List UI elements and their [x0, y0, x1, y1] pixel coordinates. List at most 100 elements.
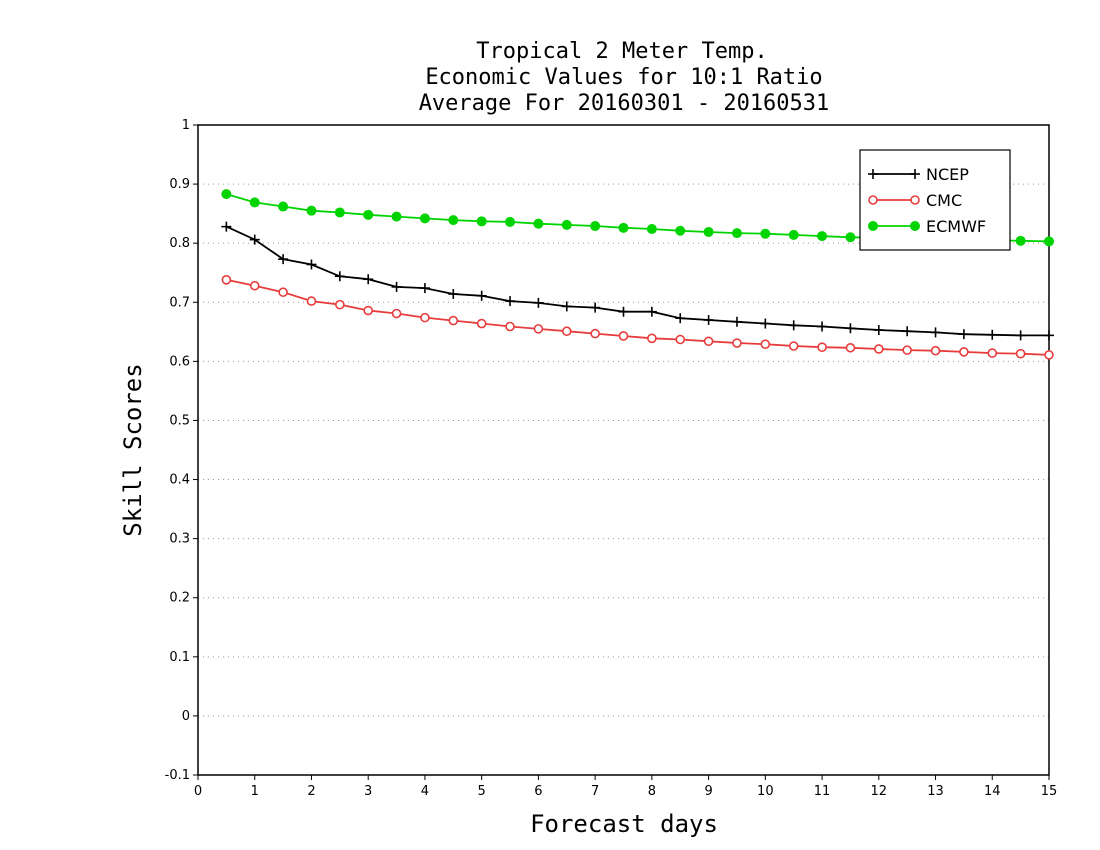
data-point [505, 296, 516, 307]
data-point [902, 345, 912, 355]
data-point [902, 326, 913, 337]
x-tick-label: 5 [478, 784, 486, 799]
x-tick-label: 4 [421, 784, 429, 799]
x-tick-label: 1 [251, 784, 259, 799]
data-point [987, 329, 998, 340]
legend-label: ECMWF [926, 217, 986, 236]
data-point [590, 221, 601, 232]
data-point [703, 336, 714, 347]
chart-title-line-3: Average For 20160301 - 20160531 [419, 91, 830, 116]
data-point [505, 321, 515, 332]
x-tick-label: 10 [757, 784, 774, 799]
data-point [590, 328, 600, 339]
x-tick-label: 11 [814, 784, 831, 799]
y-tick-label: 0.6 [169, 354, 190, 369]
y-tick-label: 0.7 [169, 295, 190, 310]
data-point [675, 225, 686, 236]
data-point [873, 344, 884, 354]
y-tick-label: 0.3 [169, 532, 190, 547]
data-point [1015, 348, 1026, 359]
x-tick-label: 6 [534, 784, 542, 799]
x-tick-label: 7 [591, 784, 599, 799]
data-point [306, 205, 317, 216]
x-tick-label: 13 [927, 784, 944, 799]
data-point [703, 226, 714, 237]
data-point [391, 211, 402, 222]
data-point [618, 331, 629, 341]
data-point [221, 189, 232, 200]
x-tick-label: 15 [1041, 784, 1058, 799]
data-point [533, 218, 544, 229]
x-tick-label: 14 [984, 784, 1001, 799]
series-ecmwf [221, 189, 1054, 247]
legend-entry-cmc: CMC [868, 191, 962, 210]
data-point [618, 306, 629, 317]
legend-marker [910, 169, 920, 179]
data-point [420, 312, 430, 323]
data-point [363, 209, 374, 220]
data-point [959, 347, 969, 357]
grid [198, 183, 1049, 717]
legend-marker [868, 221, 878, 231]
data-point [391, 281, 402, 292]
data-point [249, 280, 260, 291]
chart-title-line-2: Economic Values for 10:1 Ratio [425, 65, 822, 90]
data-point [335, 299, 345, 310]
data-point [306, 296, 317, 306]
legend-label: CMC [926, 191, 962, 210]
data-point [760, 228, 771, 239]
data-point [1044, 236, 1054, 247]
data-point [334, 207, 345, 218]
data-point [221, 275, 232, 285]
data-point [817, 321, 828, 332]
axis-ticks: -0.100.10.20.30.40.50.60.70.80.910 1 2 3 4 5 6… [165, 118, 1058, 799]
y-tick-label: 0.8 [169, 236, 190, 251]
data-point [845, 342, 856, 353]
data-point [646, 224, 657, 234]
y-axis-label: Skill Scores [119, 363, 147, 536]
data-point [249, 197, 260, 208]
data-point [590, 302, 601, 313]
data-point [731, 316, 742, 327]
data-point [363, 305, 374, 316]
y-tick-label: 0.2 [169, 591, 190, 606]
data-point [221, 221, 232, 232]
data-point [788, 229, 799, 240]
y-tick-label: 0.5 [169, 413, 190, 428]
legend-marker [910, 221, 920, 231]
data-point [958, 329, 969, 340]
data-point [533, 324, 544, 334]
x-tick-label: 2 [307, 784, 315, 799]
series-lines [221, 189, 1054, 360]
data-point [448, 215, 459, 226]
data-point [448, 315, 459, 326]
y-tick-label: 0.9 [169, 177, 190, 192]
data-point [363, 274, 374, 285]
data-point [817, 342, 827, 352]
data-point [675, 334, 686, 345]
y-tick-label: 1 [182, 118, 190, 133]
data-point [278, 287, 288, 298]
data-point [419, 213, 430, 224]
data-point [1015, 235, 1026, 246]
data-point [505, 216, 516, 227]
data-point [930, 327, 941, 338]
y-tick-label: 0.1 [169, 650, 190, 665]
data-point [448, 289, 459, 299]
data-point [1044, 330, 1054, 341]
x-axis-label: Forecast days [530, 810, 718, 838]
data-point [391, 308, 402, 319]
data-point [788, 341, 799, 351]
x-tick-label: 0 [194, 784, 202, 799]
data-point [845, 323, 856, 334]
legend-marker [868, 169, 878, 179]
data-point [419, 283, 430, 294]
data-point [732, 338, 742, 348]
data-point [873, 325, 884, 336]
legend-entry-ecmwf: ECMWF [868, 217, 986, 236]
legend-entry-ncep: NCEP [868, 165, 969, 184]
chart-title: Tropical 2 Meter Temp. Economic Values f… [419, 39, 830, 116]
series-ncep [221, 221, 1054, 341]
x-tick-label: 8 [648, 784, 656, 799]
data-point [476, 318, 487, 329]
